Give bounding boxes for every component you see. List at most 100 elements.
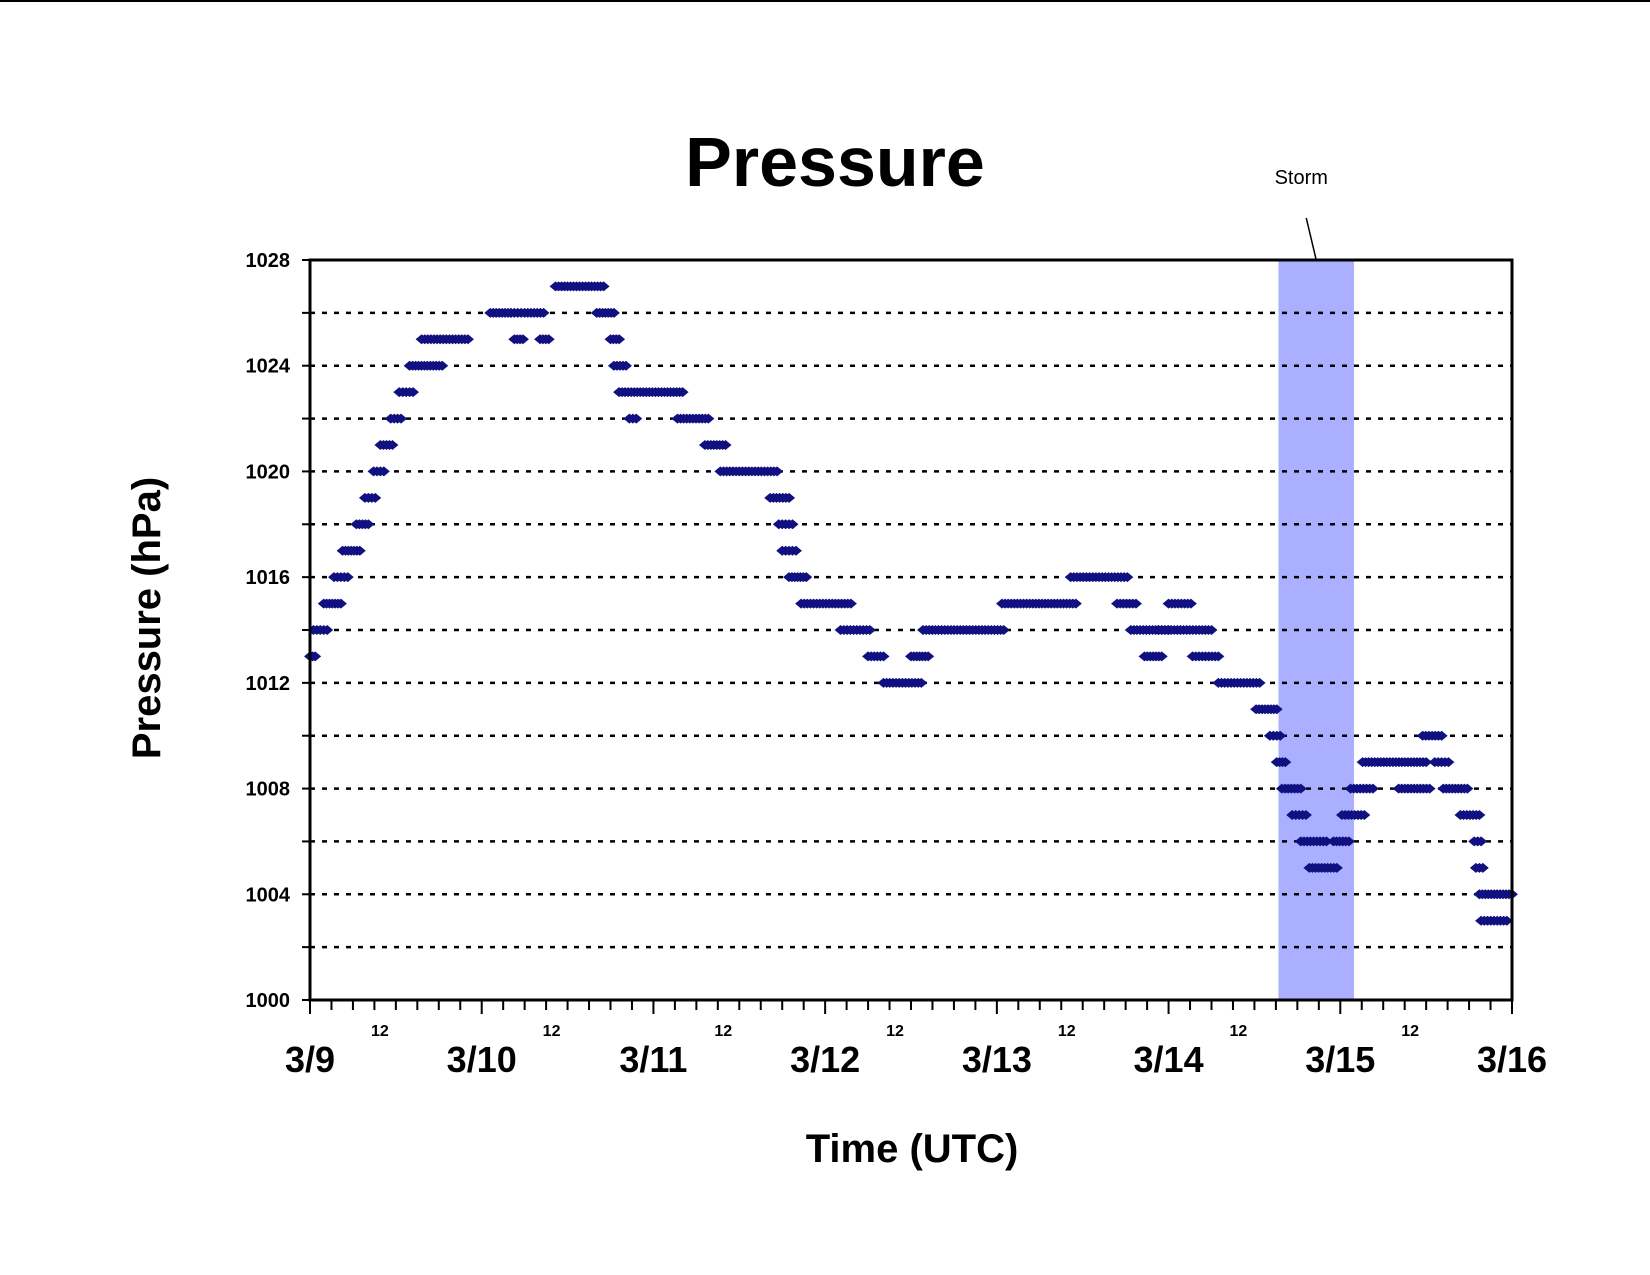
data-point (1475, 836, 1488, 847)
data-point (516, 334, 529, 345)
data-point (1155, 651, 1168, 662)
x-day-label: 3/11 (619, 1039, 687, 1080)
x-hour-label: 12 (714, 1023, 732, 1040)
data-point (997, 625, 1010, 635)
x-day-label: 3/10 (447, 1039, 517, 1080)
data-point (1270, 704, 1283, 715)
data-point (771, 466, 784, 477)
data-point (676, 387, 689, 398)
data-point (1129, 598, 1142, 609)
storm-leader-line (1305, 217, 1317, 261)
data-point (321, 625, 334, 635)
data-point (789, 545, 802, 556)
data-point (1358, 810, 1371, 820)
storm-annotation: Storm (1275, 167, 1328, 261)
data-point (1423, 783, 1436, 794)
data-point (1279, 757, 1292, 768)
x-day-label: 3/16 (1477, 1039, 1547, 1080)
y-tick-labels: 1000 1004 1008 1012 1016 1020 1024 1028 (246, 250, 291, 1012)
x-day-label: 3/12 (790, 1039, 860, 1080)
x-hour-label: 12 (543, 1023, 561, 1040)
data-point (362, 519, 375, 530)
data-point (1342, 836, 1355, 847)
x-day-label: 3/15 (1305, 1039, 1375, 1080)
y-tick-label: 1028 (246, 250, 291, 272)
data-point (1320, 836, 1333, 847)
storm-band (1278, 260, 1355, 1000)
data-point (1330, 862, 1343, 873)
y-tick-label: 1000 (246, 990, 291, 1012)
data-point (1212, 651, 1225, 662)
x-hour-label: 12 (1401, 1023, 1419, 1040)
data-point (630, 413, 643, 424)
data-point (1253, 677, 1266, 688)
data-point (702, 413, 715, 424)
x-hour-label: 12 (1230, 1023, 1248, 1040)
data-point (436, 360, 449, 371)
y-tick-label: 1012 (246, 673, 291, 695)
data-point (1461, 783, 1474, 794)
data-point (613, 334, 626, 345)
data-point (607, 307, 620, 318)
x-tick-labels: 3/9 3/10 3/11 3/12 3/13 3/14 3/15 3/16 12 12 12 12 1… (285, 1023, 1547, 1080)
data-point (877, 651, 890, 662)
data-point (1473, 810, 1486, 820)
x-day-label: 3/9 (285, 1039, 335, 1080)
y-tick-label: 1020 (246, 461, 291, 483)
data-point (1205, 625, 1218, 635)
data-point (542, 334, 555, 345)
y-tick-label: 1004 (246, 884, 291, 906)
x-day-label: 3/13 (962, 1039, 1032, 1080)
data-point (369, 492, 382, 503)
data-point (341, 572, 354, 583)
y-tick-label: 1016 (246, 567, 291, 589)
data-point (1476, 862, 1489, 873)
chart-title: Pressure (685, 123, 985, 201)
data-point (334, 598, 347, 609)
data-point (537, 307, 550, 318)
data-point (1366, 783, 1379, 794)
data-point (915, 677, 928, 688)
data-point (1435, 730, 1448, 741)
x-hour-label: 12 (371, 1023, 389, 1040)
data-point (922, 651, 935, 662)
data-point (1069, 598, 1082, 609)
y-tick-label: 1024 (246, 356, 291, 378)
top-border-line (0, 0, 1650, 2)
data-point (783, 492, 796, 503)
data-point (386, 440, 399, 450)
data-point (619, 360, 632, 371)
data-point (309, 651, 322, 662)
y-axis-title: Pressure (hPa) (125, 477, 169, 759)
data-point (1420, 757, 1433, 768)
storm-label: Storm (1275, 167, 1328, 189)
y-tick-label: 1008 (246, 779, 291, 801)
plot-area-frame (308, 258, 1514, 1002)
x-hour-label: 12 (1058, 1023, 1076, 1040)
data-point (1274, 730, 1287, 741)
data-point (1500, 915, 1513, 926)
storm-band-layer (1278, 260, 1355, 1000)
data-point (786, 519, 799, 530)
data-point (1162, 625, 1175, 635)
data-point (1121, 572, 1134, 583)
data-point (863, 625, 876, 635)
x-hour-label: 12 (886, 1023, 904, 1040)
data-point (1299, 810, 1312, 820)
data-point (1184, 598, 1197, 609)
data-point (353, 545, 366, 556)
x-axis-title: Time (UTC) (806, 1127, 1019, 1171)
x-day-label: 3/14 (1134, 1039, 1204, 1080)
data-points (304, 281, 1518, 926)
data-point (719, 440, 732, 450)
data-point (407, 387, 420, 398)
data-point (800, 572, 813, 583)
data-point (1294, 783, 1307, 794)
data-point (1442, 757, 1455, 768)
data-point (597, 281, 610, 292)
data-point (844, 598, 857, 609)
data-point (395, 413, 408, 424)
data-point (377, 466, 390, 477)
data-point (461, 334, 474, 345)
